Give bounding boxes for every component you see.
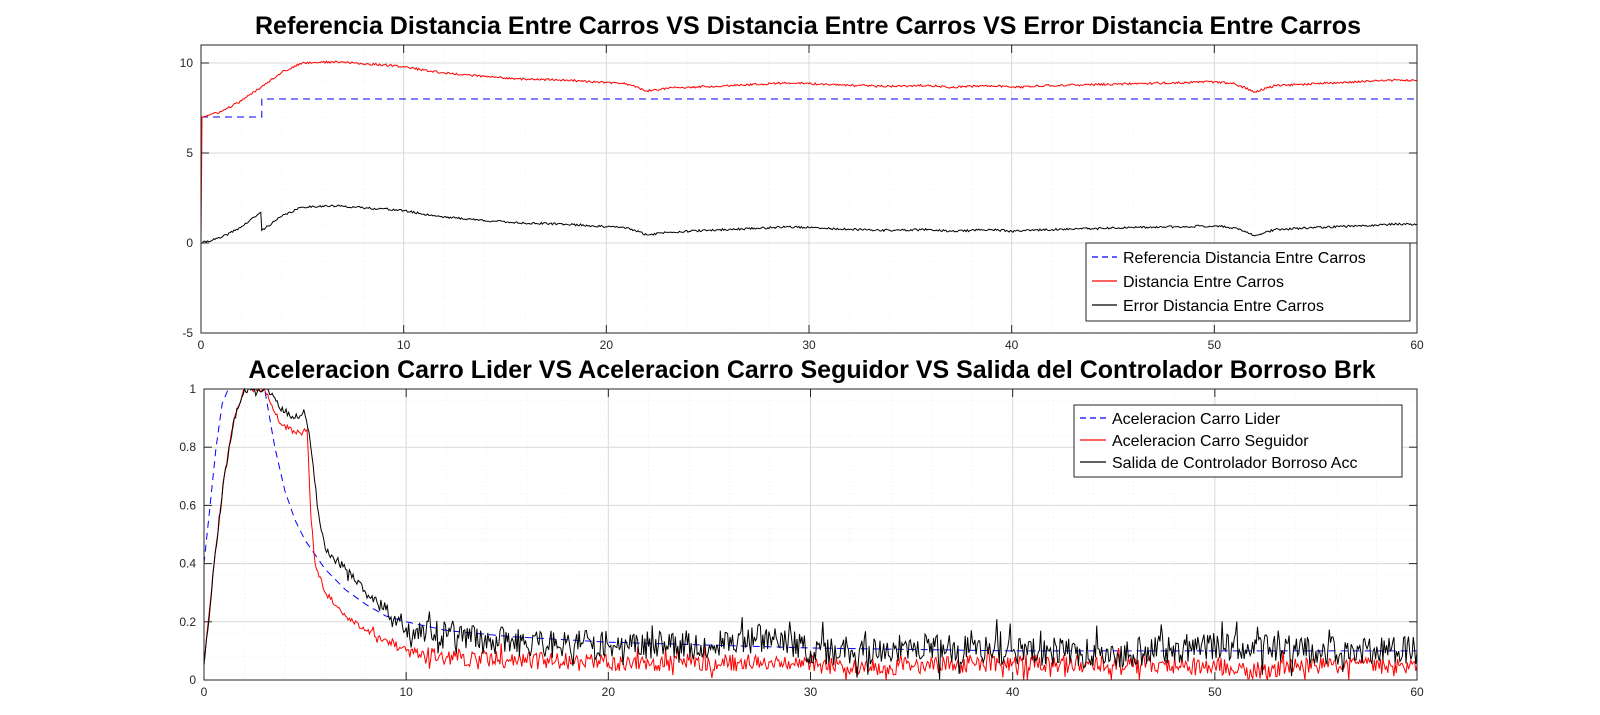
chart-1-legend-label-distance: Distancia Entre Carros xyxy=(1123,274,1284,291)
chart-2-x-tick-label: 10 xyxy=(399,685,413,699)
chart-2-legend-box xyxy=(1073,404,1403,478)
chart-1-y-tick-label: 10 xyxy=(180,56,194,70)
chart-2-y-tick-label: 1 xyxy=(189,382,196,396)
chart-2-y-tick-label: 0.6 xyxy=(179,498,196,512)
chart-2-y-tick-label: 0 xyxy=(189,673,196,687)
chart-2-title: Aceleracion Carro Lider VS Aceleracion C… xyxy=(248,356,1375,384)
chart-1-x-tick-label: 10 xyxy=(397,338,411,352)
chart-2-ticks: 0 10 20 30 40 50 60 0 0.2 0.4 0.6 0.8 1 xyxy=(179,382,1424,699)
chart-1-legend-label-error: Error Distancia Entre Carros xyxy=(1123,298,1324,315)
chart-2-y-tick-label: 0.4 xyxy=(179,557,196,571)
chart-1-legend-label-reference: Referencia Distancia Entre Carros xyxy=(1123,250,1366,267)
chart-2-legend-label-controller: Salida de Controlador Borroso Acc xyxy=(1112,455,1357,472)
chart-1-y-tick-label: 5 xyxy=(186,146,193,160)
chart-2-x-tick-label: 30 xyxy=(804,685,818,699)
chart-2: Aceleracion Carro Lider VS Aceleracion C… xyxy=(179,356,1424,699)
chart-2-y-tick-label: 0.8 xyxy=(179,440,196,454)
chart-2-y-tick-label: 0.2 xyxy=(179,615,196,629)
chart-1-x-tick-label: 20 xyxy=(600,338,614,352)
chart-1: Referencia Distancia Entre Carros VS Dis… xyxy=(180,12,1424,352)
chart-1-y-tick-label: 0 xyxy=(186,236,193,250)
chart-1-series-line-2 xyxy=(200,60,1418,244)
chart-2-legend-label-leader: Aceleracion Carro Lider xyxy=(1112,411,1281,428)
chart-1-legend: Referencia Distancia Entre Carros Distan… xyxy=(1085,242,1411,322)
chart-1-plot-area xyxy=(200,60,1418,244)
chart-2-legend-label-follower: Aceleracion Carro Seguidor xyxy=(1112,433,1309,450)
chart-1-x-tick-label: 0 xyxy=(198,338,205,352)
chart-1-y-tick-label: -5 xyxy=(182,326,193,340)
chart-2-plot-area xyxy=(203,387,1418,681)
chart-1-x-tick-label: 50 xyxy=(1208,338,1222,352)
chart-2-x-tick-label: 0 xyxy=(201,685,208,699)
chart-1-x-tick-label: 60 xyxy=(1410,338,1424,352)
chart-1-x-tick-label: 40 xyxy=(1005,338,1019,352)
chart-2-legend: Aceleracion Carro Lider Aceleracion Carr… xyxy=(1073,404,1403,478)
chart-1-legend-box xyxy=(1085,242,1411,322)
chart-2-x-tick-label: 20 xyxy=(602,685,616,699)
chart-2-x-tick-label: 60 xyxy=(1410,685,1424,699)
chart-1-ticks: 0 10 20 30 40 50 60 -5 0 5 10 xyxy=(180,45,1424,352)
chart-2-series-line-2 xyxy=(203,387,1418,681)
chart-1-title: Referencia Distancia Entre Carros VS Dis… xyxy=(255,12,1361,40)
chart-1-series-line-1 xyxy=(201,98,1417,118)
chart-1-series-line-3 xyxy=(200,204,1418,244)
chart-2-series-line-3 xyxy=(203,387,1418,680)
chart-2-x-tick-label: 40 xyxy=(1006,685,1020,699)
chart-1-x-tick-label: 30 xyxy=(802,338,816,352)
chart-2-x-tick-label: 50 xyxy=(1208,685,1222,699)
